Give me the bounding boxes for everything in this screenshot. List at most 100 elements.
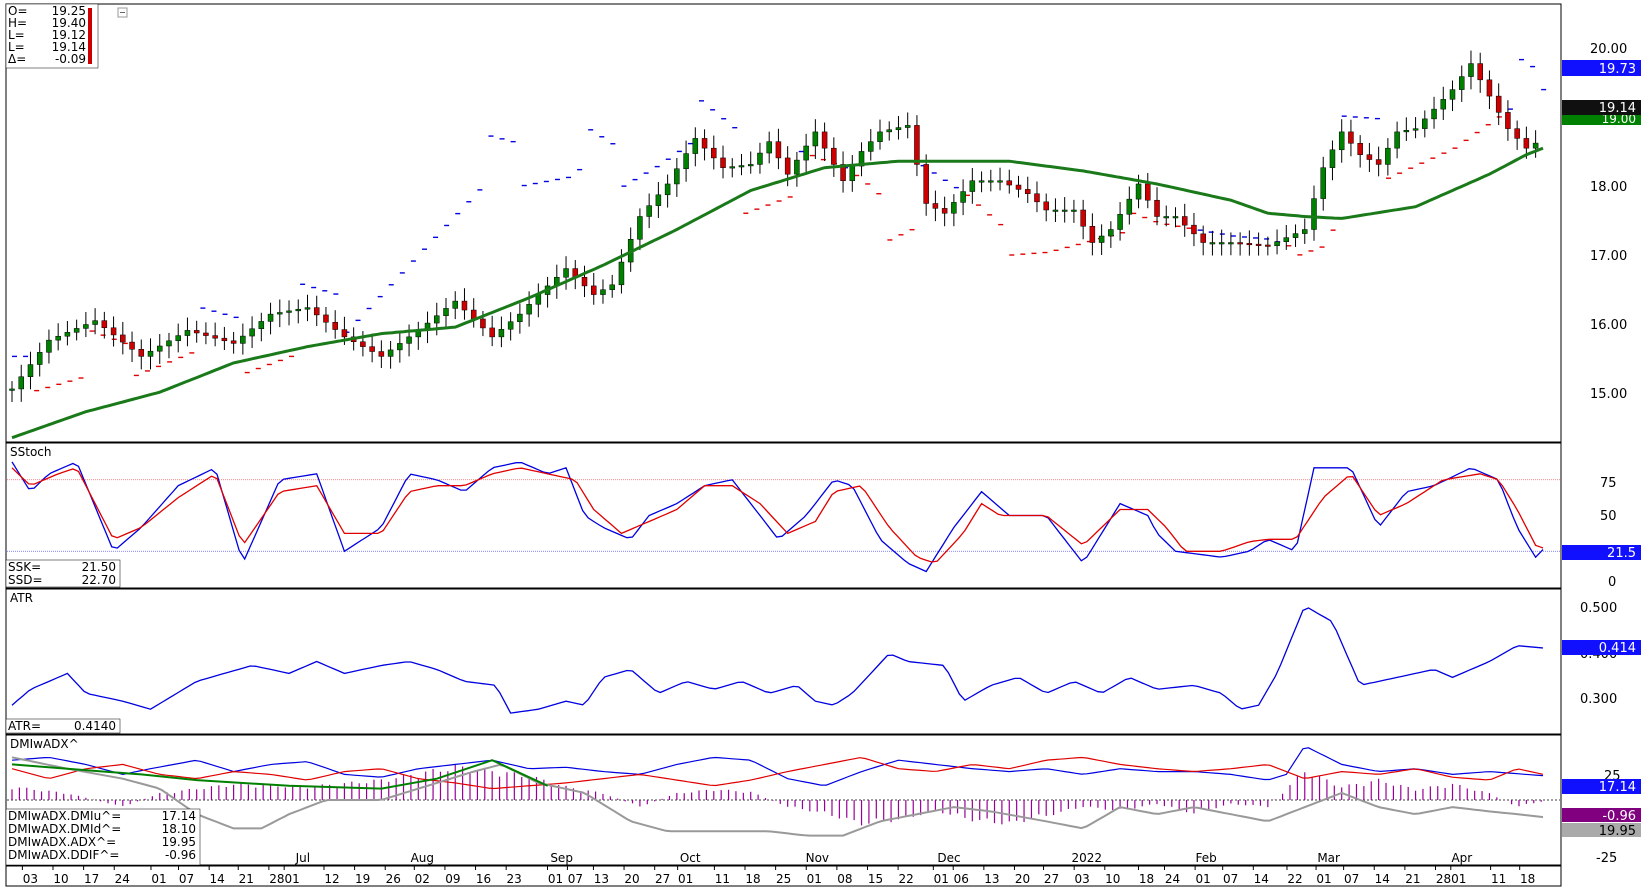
candle-body bbox=[1181, 216, 1188, 226]
candle-body bbox=[711, 147, 717, 159]
ma-flag-value: 19.00 bbox=[1602, 112, 1636, 126]
date-tick-label: 28 bbox=[269, 872, 284, 886]
candle-body bbox=[1523, 138, 1530, 149]
dmi-dmid-line bbox=[11, 756, 1544, 790]
date-tick-label: 15 bbox=[868, 872, 883, 886]
candle-body bbox=[1163, 216, 1170, 219]
readout-open-label: O= bbox=[8, 4, 28, 18]
candle-body bbox=[212, 335, 218, 339]
last-price-flag bbox=[1562, 100, 1641, 115]
ddif-value: -0.96 bbox=[165, 848, 196, 862]
candle-body bbox=[1449, 89, 1456, 100]
readout-bar-indicator bbox=[88, 8, 92, 64]
readout-last-label: L= bbox=[8, 40, 25, 54]
date-tick-label: 07 bbox=[1223, 872, 1238, 886]
candle-body bbox=[203, 332, 209, 336]
stoch-panel-title: SStoch bbox=[10, 445, 51, 459]
date-tick-label: 01 bbox=[285, 872, 300, 886]
candle-body bbox=[1172, 216, 1179, 219]
candle-body bbox=[1117, 214, 1123, 230]
date-tick-label: 17 bbox=[84, 872, 99, 886]
readout-open-value: 19.25 bbox=[52, 4, 86, 18]
date-tick-label: 01 bbox=[1451, 872, 1466, 886]
candle-body bbox=[221, 337, 228, 342]
ssd-value: 22.70 bbox=[82, 573, 116, 587]
date-tick-label: 18 bbox=[1520, 872, 1535, 886]
date-tick-label: 27 bbox=[655, 872, 670, 886]
candle-body bbox=[904, 125, 911, 128]
date-tick-label: 08 bbox=[837, 872, 852, 886]
upper-flag bbox=[1562, 60, 1641, 76]
date-tick-label: 13 bbox=[594, 872, 609, 886]
dmiu-label: DMIwADX.DMIu^= bbox=[8, 809, 121, 823]
candle-body bbox=[655, 194, 662, 206]
candle-body bbox=[1209, 242, 1216, 245]
candle-body bbox=[1089, 226, 1096, 243]
date-tick-label: 24 bbox=[1165, 872, 1180, 886]
candle-body bbox=[277, 312, 283, 315]
candle-body bbox=[1043, 201, 1049, 211]
stoch-plot bbox=[7, 461, 1560, 573]
date-tick-label: 11 bbox=[715, 872, 730, 886]
date-tick-label: 20 bbox=[1015, 872, 1030, 886]
candle-body bbox=[101, 320, 108, 329]
candle-body bbox=[729, 166, 736, 169]
month-label: Mar bbox=[1317, 851, 1340, 865]
moving-average-line bbox=[11, 146, 1544, 440]
date-tick-label: 16 bbox=[476, 872, 491, 886]
price-tick-17: 17.00 bbox=[1590, 249, 1627, 264]
date-tick-label: 14 bbox=[210, 872, 225, 886]
date-tick-label: 02 bbox=[415, 872, 430, 886]
price-tick-16: 16.00 bbox=[1590, 318, 1627, 333]
candle-body bbox=[997, 180, 1003, 183]
candle-body bbox=[360, 341, 366, 347]
date-tick-label: 13 bbox=[984, 872, 999, 886]
candle-body bbox=[1108, 229, 1114, 237]
stoch-ssd-line bbox=[11, 467, 1544, 563]
candle-body bbox=[138, 348, 145, 357]
candle-body bbox=[1071, 209, 1077, 212]
candle-body bbox=[1514, 128, 1520, 139]
month-label: Dec bbox=[937, 851, 960, 865]
candle-body bbox=[1311, 198, 1317, 230]
date-axis-frame bbox=[5, 865, 1562, 887]
date-tick-label: 27 bbox=[1044, 872, 1059, 886]
dmi-panel-title: DMIwADX^ bbox=[10, 737, 79, 751]
dmi-panel-frame bbox=[5, 734, 1562, 866]
candle-body bbox=[784, 157, 791, 175]
candle-body bbox=[249, 328, 255, 337]
candle-body bbox=[1191, 224, 1197, 235]
candle-body bbox=[46, 339, 52, 353]
candle-body bbox=[175, 335, 181, 342]
candle-body bbox=[498, 329, 505, 338]
candle-body bbox=[452, 300, 458, 309]
price-axis-ticks: 20.00 18.00 17.00 16.00 15.00 bbox=[1590, 42, 1627, 402]
candle-body bbox=[1015, 184, 1022, 190]
candle-body bbox=[1458, 76, 1465, 90]
ddif-flag bbox=[1562, 808, 1641, 822]
date-tick-label: 28 bbox=[1436, 872, 1451, 886]
date-tick-label: 25 bbox=[776, 872, 791, 886]
candle-body bbox=[1440, 99, 1447, 110]
readout-low-label: L= bbox=[8, 28, 25, 42]
candle-body bbox=[1495, 95, 1502, 113]
atr-flag-value: 0.414 bbox=[1599, 641, 1636, 656]
candle-body bbox=[812, 131, 819, 147]
candle-body bbox=[960, 191, 966, 203]
candle-body bbox=[507, 321, 514, 330]
candle-body bbox=[664, 183, 671, 196]
candle-body bbox=[1403, 130, 1410, 133]
date-tick-label: 03 bbox=[1075, 872, 1090, 886]
stoch-tick-75: 75 bbox=[1600, 476, 1617, 491]
candle-body bbox=[295, 308, 302, 312]
readout-change-value: -0.09 bbox=[55, 52, 86, 66]
candle-body bbox=[1394, 131, 1400, 149]
candle-body bbox=[803, 145, 809, 161]
stoch-tick-50: 50 bbox=[1600, 509, 1617, 524]
candle-body bbox=[397, 343, 403, 351]
candle-body bbox=[193, 330, 200, 334]
candle-body bbox=[1505, 112, 1511, 129]
candle-body bbox=[858, 151, 865, 167]
candle-body bbox=[581, 276, 588, 287]
candle-body bbox=[646, 205, 652, 217]
